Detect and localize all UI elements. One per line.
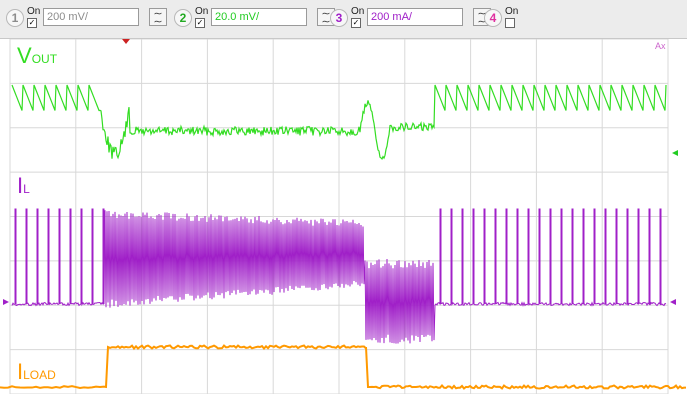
- channel-4-on-label: On: [505, 6, 519, 17]
- il-trace: [11, 208, 667, 344]
- waveform-area: Ax: [0, 39, 686, 394]
- channel-1-on-label: On: [27, 6, 41, 17]
- channel-4-on-checkbox[interactable]: [505, 18, 515, 28]
- iload-label-main: I: [17, 359, 24, 384]
- trigger-marker-icon: [122, 39, 130, 44]
- graticule-grid: [9, 39, 669, 394]
- iload-label: ILOAD: [17, 361, 56, 383]
- channel-4-controls: 4 On: [484, 6, 524, 30]
- ch3-level-marker-left-icon: [3, 299, 9, 305]
- channel-1-number[interactable]: 1: [6, 9, 24, 27]
- ch3-level-marker-icon: [670, 299, 676, 305]
- il-label-sub: L: [23, 182, 30, 196]
- channel-1-coupling-button[interactable]: ∼ ∼: [149, 8, 167, 28]
- channel-2-on-checkbox[interactable]: ✓: [195, 18, 205, 28]
- vout-label: VOUT: [17, 45, 57, 67]
- channel-2-number[interactable]: 2: [174, 9, 192, 27]
- iload-label-sub: LOAD: [23, 368, 56, 382]
- ac-coupling-icon: ∼ ∼: [153, 8, 163, 28]
- ac-coupling-icon: ∼ ∼: [321, 8, 331, 28]
- vout-label-sub: OUT: [31, 52, 58, 66]
- channel-1-controls: 1 On ✓ 200 mV/ ∼ ∼: [6, 6, 167, 30]
- channel-3-controls: 3 On ✓ 200 mA/ ∼ ∼: [330, 6, 491, 30]
- channel-2-controls: 2 On ✓ 20.0 mV/ ∼ ∼: [174, 6, 335, 30]
- corner-label: Ax: [655, 41, 666, 51]
- ac-coupling-icon: ∼ ∼: [477, 8, 487, 28]
- channel-2-scale-field[interactable]: 20.0 mV/: [211, 8, 307, 26]
- il-label: IL: [17, 175, 30, 197]
- channel-2-on-label: On: [195, 6, 209, 17]
- channel-1-scale-field[interactable]: 200 mV/: [43, 8, 139, 26]
- iload-trace: [0, 344, 686, 390]
- channel-3-on-label: On: [351, 6, 365, 17]
- vout-label-main: V: [17, 43, 32, 68]
- channel-1-on-checkbox[interactable]: ✓: [27, 18, 37, 28]
- il-label-main: I: [17, 173, 24, 198]
- channel-3-on-checkbox[interactable]: ✓: [351, 18, 361, 28]
- channel-3-number[interactable]: 3: [330, 9, 348, 27]
- ch2-level-marker-icon: [672, 150, 678, 156]
- vout-trace: [11, 84, 667, 160]
- channel-3-scale-field[interactable]: 200 mA/: [367, 8, 463, 26]
- channel-toolbar: 1 On ✓ 200 mV/ ∼ ∼ 2 On ✓ 20.0 mV/ ∼ ∼ 3 O…: [0, 0, 687, 39]
- channel-4-number[interactable]: 4: [484, 9, 502, 27]
- scope-display[interactable]: Ax VOUT IL ILOAD: [0, 39, 687, 394]
